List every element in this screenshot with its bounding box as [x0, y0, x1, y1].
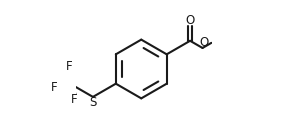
Text: O: O	[185, 14, 195, 27]
Text: F: F	[70, 93, 77, 106]
Text: S: S	[89, 96, 97, 109]
Text: F: F	[66, 60, 73, 73]
Text: F: F	[50, 81, 57, 94]
Text: O: O	[200, 36, 209, 49]
